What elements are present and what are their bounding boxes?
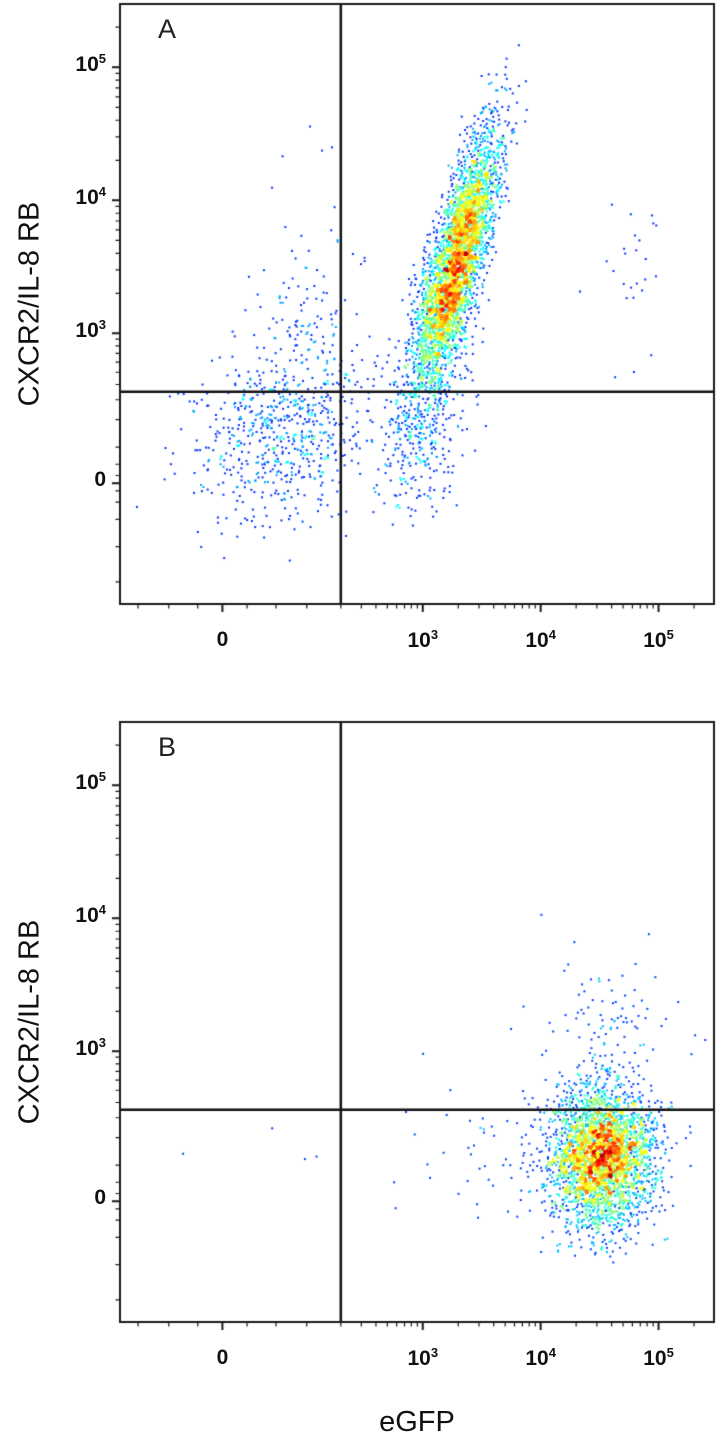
panel-a: 0 103 104 105 105 104 103 0 A CXCR2/IL-8 RB (0, 0, 721, 718)
panel-b-letter: B (158, 732, 177, 762)
panel-a-dot-plot (0, 0, 721, 670)
panel-b-dot-plot (0, 718, 721, 1388)
panel-b-y-axis-label: CXCR2/IL-8 RB (13, 919, 46, 1125)
panel-b: 0 103 104 105 105 104 103 0 B CXCR2/IL-8 RB (0, 718, 721, 1406)
panel-a-letter: A (158, 14, 177, 44)
panel-a-y-axis-label: CXCR2/IL-8 RB (13, 201, 46, 407)
x-axis-label: eGFP (379, 1406, 455, 1438)
x-axis-label-row: eGFP (0, 1406, 721, 1447)
